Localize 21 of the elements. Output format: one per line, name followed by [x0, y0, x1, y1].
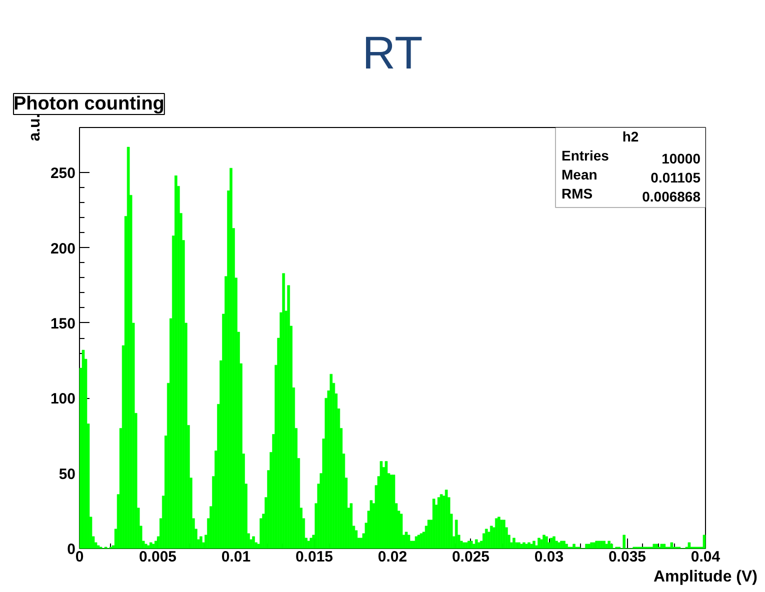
- y-tick-label: 150: [50, 315, 76, 332]
- text: RMS 0.006868: [562, 186, 701, 204]
- y-tick-label: 50: [58, 466, 76, 483]
- x-tick-label: 0.035: [608, 548, 646, 566]
- y-tick-label: 200: [50, 240, 76, 258]
- x-tick-label: 0.04: [690, 548, 721, 566]
- x-tick-label: 0.02: [378, 548, 408, 566]
- x-tick-label: 0.005: [138, 548, 177, 566]
- y-tick-label: 100: [50, 390, 76, 408]
- x-tick-label: 0.025: [452, 548, 490, 566]
- x-axis-title: Amplitude (V): [654, 568, 758, 586]
- annotation: h2: [622, 128, 639, 144]
- chart-title: RT: [362, 26, 423, 78]
- x-tick-label: 0.03: [534, 548, 564, 566]
- y-tick-label: 250: [50, 165, 76, 182]
- x-tick-label: 0.015: [295, 548, 334, 566]
- y-axis-title: a.u.: [26, 114, 44, 142]
- x-tick-label: 0.01: [221, 548, 251, 566]
- text: Mean 0.01105: [562, 166, 701, 186]
- chart-subtitle: Photon counting: [14, 94, 164, 114]
- text: Entries 10000: [562, 148, 701, 166]
